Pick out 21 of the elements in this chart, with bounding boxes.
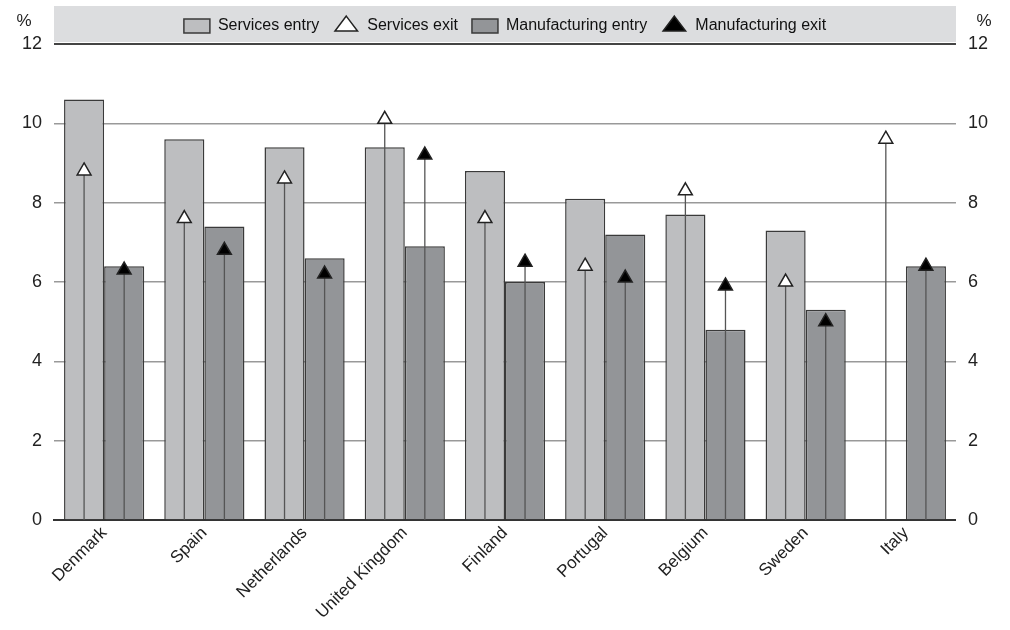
y-tick-label: 0 [32, 509, 43, 530]
y2-tick-label: 12 [967, 32, 989, 53]
legend-label: Manufacturing entry [505, 16, 648, 34]
y2-tick-label: 8 [967, 191, 978, 212]
legend-label: Manufacturing exit [695, 16, 827, 34]
y2-tick-label: 2 [967, 429, 978, 450]
y-tick-label: 12 [21, 32, 43, 53]
y2-axis-title: % [976, 11, 992, 31]
legend-label: Services entry [217, 16, 320, 34]
y2-tick-label: 6 [967, 270, 978, 291]
y-tick-label: 10 [21, 112, 43, 133]
y-tick-label: 8 [32, 191, 43, 212]
y2-tick-label: 0 [967, 509, 978, 530]
y2-tick-label: 4 [967, 350, 978, 371]
y-tick-label: 6 [32, 270, 43, 291]
y-axis-title: % [16, 11, 32, 31]
y-tick-label: 4 [32, 350, 43, 371]
y2-tick-label: 10 [967, 112, 989, 133]
y-tick-label: 2 [32, 429, 43, 450]
legend-label: Services exit [367, 16, 459, 34]
x-tick-label: Italy [876, 522, 913, 559]
